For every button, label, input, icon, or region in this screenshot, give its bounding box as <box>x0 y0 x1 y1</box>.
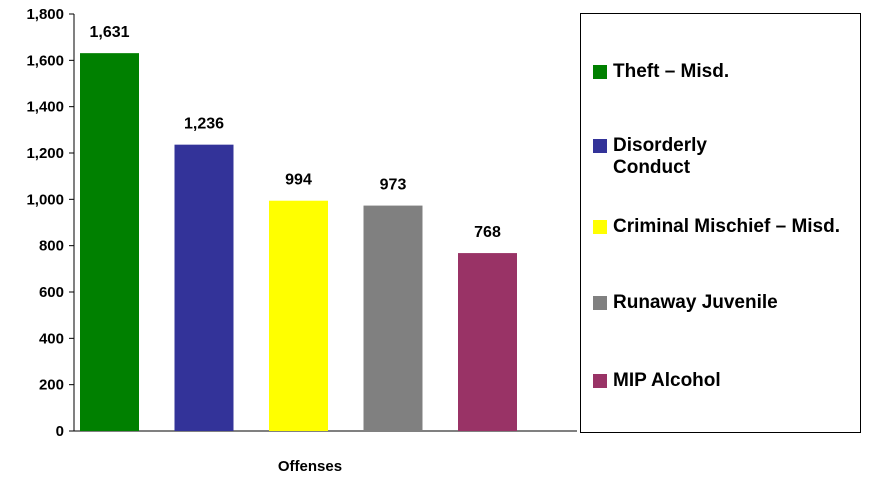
data-label: 768 <box>474 224 501 241</box>
y-tick-label: 1,800 <box>26 6 64 23</box>
y-tick-label: 400 <box>39 330 64 347</box>
bar <box>174 144 234 431</box>
legend: Theft – Misd. Disorderly Conduct Crimina… <box>580 13 861 433</box>
legend-item-runaway-juvenile: Runaway Juvenile <box>593 292 853 314</box>
data-labels: 1,631 1,236 994 973 768 <box>89 24 500 241</box>
legend-swatch-theft <box>593 65 607 79</box>
y-tick-label: 1,600 <box>26 52 64 69</box>
legend-label-criminal-mischief: Criminal Mischief – Misd. <box>613 216 840 237</box>
y-tick-label: 1,200 <box>26 145 64 162</box>
data-label: 973 <box>380 177 407 194</box>
legend-item-mip-alcohol: MIP Alcohol <box>593 370 853 392</box>
legend-swatch-disorderly-conduct <box>593 139 607 153</box>
y-tick-label: 0 <box>56 423 64 440</box>
legend-swatch-criminal-mischief <box>593 220 607 234</box>
bar <box>458 253 517 431</box>
y-tick-label: 800 <box>39 238 64 255</box>
legend-swatch-runaway-juvenile <box>593 296 607 310</box>
bar <box>80 53 139 431</box>
y-axis: 0 200 400 600 800 1,000 1,200 1,400 1,600 1,800 <box>26 6 577 440</box>
y-tick-label: 1,400 <box>26 99 64 116</box>
legend-label-runaway-juvenile: Runaway Juvenile <box>613 292 778 313</box>
legend-item-theft: Theft – Misd. <box>593 61 853 83</box>
bar <box>269 200 328 431</box>
y-tick-label: 1,000 <box>26 191 64 208</box>
y-tick-label: 200 <box>39 377 64 394</box>
y-tick-label: 600 <box>39 284 64 301</box>
data-label: 1,631 <box>89 24 129 41</box>
data-label: 1,236 <box>184 116 224 133</box>
bars <box>80 53 517 431</box>
legend-item-criminal-mischief: Criminal Mischief – Misd. <box>593 216 853 238</box>
x-axis-label: Offenses <box>278 458 342 475</box>
legend-label-theft: Theft – Misd. <box>613 61 730 82</box>
data-label: 994 <box>285 172 312 189</box>
legend-label-disorderly-conduct: Disorderly Conduct <box>613 135 707 178</box>
legend-label-mip-alcohol: MIP Alcohol <box>613 370 721 391</box>
legend-swatch-mip-alcohol <box>593 374 607 388</box>
legend-item-disorderly-conduct: Disorderly Conduct <box>593 135 753 179</box>
bar <box>363 205 423 431</box>
